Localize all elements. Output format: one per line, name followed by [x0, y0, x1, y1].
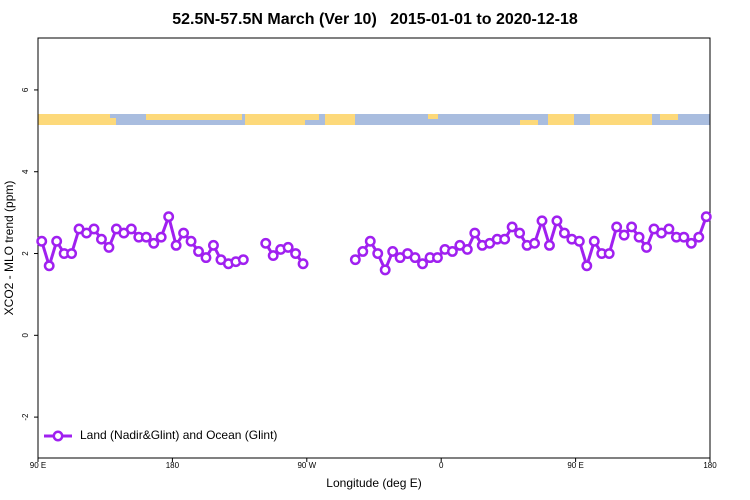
- data-point: [372, 248, 384, 259]
- data-point: [551, 215, 563, 227]
- data-point: [461, 243, 473, 255]
- data-point: [417, 258, 428, 270]
- y-tick-label: 2: [21, 251, 30, 256]
- data-point: [700, 211, 712, 223]
- data-point: [432, 252, 443, 264]
- data-point: [558, 227, 570, 239]
- data-point: [290, 248, 302, 259]
- data-point: [178, 227, 190, 239]
- plot-frame: [37, 37, 711, 459]
- data-point: [685, 237, 697, 249]
- data-point: [96, 233, 107, 245]
- data-point: [446, 246, 458, 257]
- land-ocean-strip: [38, 114, 710, 125]
- data-point: [364, 235, 376, 247]
- data-point: [469, 227, 481, 239]
- x-tick-label: 90 W: [297, 461, 316, 470]
- x-tick-label: 90 E: [567, 461, 583, 470]
- data-point: [611, 221, 623, 233]
- data-point: [36, 235, 48, 247]
- data-point: [693, 231, 705, 243]
- data-point: [514, 227, 526, 239]
- data-point: [536, 215, 548, 227]
- data-point: [185, 235, 197, 247]
- data-point: [387, 246, 399, 257]
- data-point: [573, 235, 585, 247]
- legend-label: Land (Nadir&Glint) and Ocean (Glint): [80, 428, 277, 442]
- data-point: [678, 231, 690, 243]
- data-point: [148, 237, 160, 249]
- data-point: [581, 260, 593, 272]
- y-tick-label: 4: [21, 169, 30, 174]
- data-point: [588, 235, 600, 247]
- data-point: [641, 241, 652, 253]
- data-point: [66, 248, 78, 259]
- data-point: [603, 248, 615, 259]
- y-tick-label: 6: [21, 87, 30, 92]
- data-point: [237, 254, 249, 266]
- data-point: [499, 233, 511, 245]
- data-point: [163, 211, 175, 223]
- x-axis-label: Longitude (deg E): [326, 476, 421, 490]
- data-point: [200, 252, 212, 264]
- data-point: [43, 260, 55, 272]
- data-point: [357, 246, 369, 257]
- data-point: [140, 231, 152, 243]
- data-point: [103, 241, 115, 253]
- x-tick-label: 180: [166, 461, 180, 470]
- legend-marker: [52, 430, 64, 442]
- data-point: [379, 264, 391, 276]
- data-point: [633, 231, 645, 243]
- x-tick-label: 180: [703, 461, 717, 470]
- data-point: [544, 239, 555, 251]
- y-tick-label: -2: [21, 413, 30, 421]
- data-point: [282, 241, 294, 253]
- data-point: [193, 246, 204, 257]
- data-point: [208, 239, 219, 251]
- data-point: [125, 223, 137, 235]
- y-axis-label: XCO2 - MLO trend (ppm): [2, 181, 16, 316]
- data-point: [170, 239, 182, 251]
- data-point: [626, 221, 638, 233]
- data-point: [267, 250, 279, 262]
- data-point: [51, 235, 63, 247]
- data-point: [409, 252, 421, 264]
- y-tick-label: 0: [21, 333, 30, 338]
- data-point: [529, 237, 540, 249]
- x-tick-label: 90 E: [30, 461, 46, 470]
- data-point: [88, 223, 100, 235]
- data-point: [297, 258, 309, 270]
- data-point: [260, 237, 272, 249]
- data-point: [349, 254, 361, 266]
- data-point: [506, 221, 518, 233]
- data-point: [155, 231, 167, 243]
- chart-title: 52.5N-57.5N March (Ver 10) 2015-01-01 to…: [172, 11, 578, 28]
- x-tick-label: 0: [439, 461, 444, 470]
- data-point: [663, 223, 675, 235]
- data-point: [618, 229, 630, 241]
